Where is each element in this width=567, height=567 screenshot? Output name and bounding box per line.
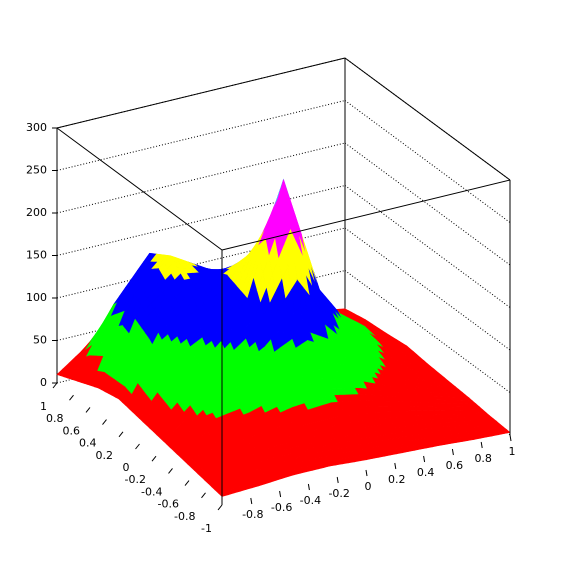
y-tick-label: 0 [123,461,130,474]
y-tick-label: 0.8 [46,412,64,425]
grid-line [344,57,511,181]
y-tick [201,492,206,499]
x-tick [509,434,512,442]
y-tick [151,455,157,462]
y-tick [52,382,58,389]
y-tick-label: 0.6 [63,424,81,437]
y-tick-label: -0.2 [125,473,146,486]
z-tick-label: 50 [33,334,47,347]
x-tick-label: 0.4 [417,466,435,479]
y-tick [217,504,223,511]
grid-line [344,270,511,393]
x-tick [451,448,454,456]
x-tick [307,483,310,491]
box-edge [221,179,511,251]
x-tick-label: -0.4 [300,494,321,507]
grid-line [56,57,346,129]
y-tick [184,480,190,486]
y-tick [102,419,107,425]
x-tick-label: 0.8 [474,452,492,465]
y-tick-label: 1 [40,400,47,413]
y-tick-label: 0.4 [79,437,97,450]
y-tick-label: -1 [201,522,212,535]
x-tick-label: -0.6 [271,501,292,514]
y-tick-label: 0.2 [96,449,114,462]
y-tick-label: -0.8 [174,510,195,523]
z-tick-label: 200 [26,206,47,219]
y-tick [118,431,124,438]
y-tick [135,443,140,450]
x-tick [365,469,368,477]
x-tick-label: -0.2 [328,487,349,500]
x-tick [480,441,483,449]
y-tick [168,468,173,474]
grid-line [344,185,511,308]
grid-line [56,185,346,256]
x-tick-label: 1 [509,445,516,458]
x-tick [336,476,339,484]
z-tick-label: 300 [26,121,47,134]
grid-line [56,142,346,214]
grid-line [344,142,511,266]
x-tick [279,490,282,498]
x-tick [394,462,397,470]
y-tick [69,394,74,401]
x-tick-label: 0.2 [388,473,406,486]
y-tick-label: -0.6 [158,498,179,511]
z-tick-label: 150 [26,249,47,262]
z-tick-label: 0 [40,376,47,389]
x-tick-label: -0.8 [242,508,263,521]
x-tick [423,455,426,463]
y-tick [85,407,91,413]
box-edge [56,127,223,251]
grid-line [56,100,346,171]
x-tick [250,497,253,505]
z-tick-label: 100 [26,291,47,304]
grid-line [344,227,511,351]
y-tick-label: -0.4 [141,485,162,498]
grid-line [344,100,511,223]
surface-cell [218,490,229,497]
z-tick-label: 250 [26,164,47,177]
x-tick-label: 0 [365,480,372,493]
surface [56,178,511,497]
x-tick-label: 0.6 [446,459,464,472]
